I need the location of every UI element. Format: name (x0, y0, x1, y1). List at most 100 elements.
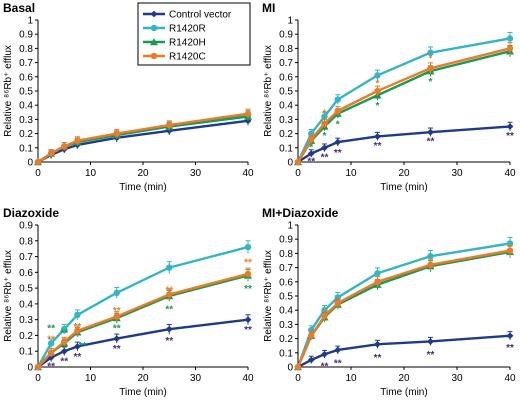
data-point (294, 158, 302, 166)
significance-marker: ** (165, 286, 173, 297)
data-point (374, 270, 381, 277)
series-control-vector (294, 331, 514, 371)
x-tick-label: 0 (35, 168, 41, 179)
data-point (506, 45, 514, 52)
legend-item-control-vector: Control vector (143, 10, 232, 21)
y-tick-label: 0.8 (279, 44, 293, 55)
significance-marker: ** (47, 361, 55, 372)
significance-marker: ** (321, 152, 329, 163)
y-axis-label: Relative ⁸⁶Rb⁺ efflux (3, 45, 14, 137)
significance-marker: ** (113, 344, 121, 355)
y-tick-label: 0.6 (19, 268, 33, 279)
legend-marker (150, 10, 158, 18)
x-axis-label: Time (min) (380, 182, 427, 193)
series-r1420c (34, 267, 252, 371)
panel-mi-diazoxide: MI+Diazoxide 0 0.1 0.2 0.3 0.4 0.5 0.6 0.7 0.8 0.9… (262, 206, 516, 398)
data-point (427, 65, 434, 72)
significance-marker: ** (165, 305, 173, 316)
significance-marker: ** (321, 362, 329, 373)
x-tick-label: 40 (504, 168, 516, 179)
data-point (374, 340, 381, 348)
x-tick-label: 10 (85, 373, 97, 384)
data-point (47, 354, 55, 361)
data-point (506, 332, 514, 340)
x-tick-label: 40 (242, 373, 254, 384)
significance-marker: ** (374, 141, 382, 152)
y-tick-label: 0.9 (19, 30, 33, 41)
significance-marker: ** (427, 350, 435, 361)
y-tick-label: 1 (27, 16, 33, 27)
data-point (427, 49, 434, 56)
significance-marker: ** (113, 324, 121, 335)
legend-label: Control vector (169, 10, 232, 21)
x-tick-label: 40 (242, 168, 254, 179)
y-tick-label: 0.7 (279, 263, 293, 274)
significance-marker: ** (307, 157, 315, 168)
significance-marker: ** (244, 257, 252, 268)
x-tick-label: 10 (345, 373, 357, 384)
y-tick-label: 0 (287, 363, 293, 374)
legend-label: R1420C (169, 52, 206, 63)
significance-marker: * (323, 131, 327, 142)
data-point (308, 332, 315, 339)
y-tick-label: 0.2 (279, 129, 293, 140)
y-tick-label: 0.8 (19, 44, 33, 55)
significance-marker: * (309, 142, 313, 153)
y-tick-label: 0.7 (19, 252, 33, 263)
y-tick-label: 0.6 (279, 277, 293, 288)
significance-marker: * (429, 77, 433, 88)
data-point (113, 335, 121, 342)
y-tick-label: 0.1 (279, 348, 293, 359)
y-tick-label: 0.3 (279, 115, 293, 126)
series-control-vector (34, 115, 252, 166)
data-point (61, 325, 68, 333)
panel-title: Basal (3, 1, 35, 15)
series-control-vector (294, 121, 514, 166)
x-tick-label: 40 (504, 373, 516, 384)
x-tick-label: 20 (137, 373, 149, 384)
y-tick-label: 0.7 (19, 58, 33, 69)
data-point (73, 343, 81, 350)
y-tick-label: 0.2 (19, 331, 33, 342)
y-tick-label: 1 (287, 16, 293, 27)
y-tick-label: 0.3 (19, 115, 33, 126)
data-point (244, 270, 252, 278)
data-point (427, 128, 434, 136)
data-point (374, 133, 381, 140)
series-line (296, 242, 511, 368)
y-tick-label: 0.9 (19, 221, 33, 232)
data-point (506, 247, 514, 254)
y-axis-label: Relative ⁸⁶Rb⁺ efflux (263, 45, 274, 137)
y-tick-label: 0.2 (279, 334, 293, 345)
y-tick-label: 0.9 (279, 235, 293, 246)
y-tick-label: 0.5 (19, 284, 33, 295)
legend-marker (150, 38, 158, 46)
significance-marker: ** (334, 148, 342, 159)
y-tick-label: 1 (287, 221, 293, 232)
significance-marker: ** (60, 357, 68, 368)
legend-item-r1420c: R1420C (143, 52, 206, 63)
y-tick-label: 0.5 (279, 292, 293, 303)
y-tick-label: 0 (27, 158, 33, 169)
series-line (37, 115, 249, 164)
x-tick-label: 20 (398, 373, 410, 384)
significance-marker: * (376, 78, 380, 89)
data-point (61, 143, 68, 150)
series-line (37, 318, 249, 368)
legend-item-r1420h: R1420H (143, 38, 206, 49)
significance-marker: ** (244, 284, 252, 295)
significance-marker: ** (506, 343, 514, 354)
data-point (47, 349, 55, 356)
series-r1420h (34, 269, 252, 371)
x-tick-label: 0 (295, 373, 301, 384)
x-axis-label: Time (min) (380, 387, 427, 398)
data-point (61, 338, 68, 345)
y-tick-label: 0 (27, 363, 33, 374)
x-tick-label: 10 (345, 168, 357, 179)
data-point (74, 311, 81, 319)
significance-marker: * (429, 53, 433, 64)
data-point (113, 289, 120, 297)
x-tick-label: 30 (451, 168, 463, 179)
